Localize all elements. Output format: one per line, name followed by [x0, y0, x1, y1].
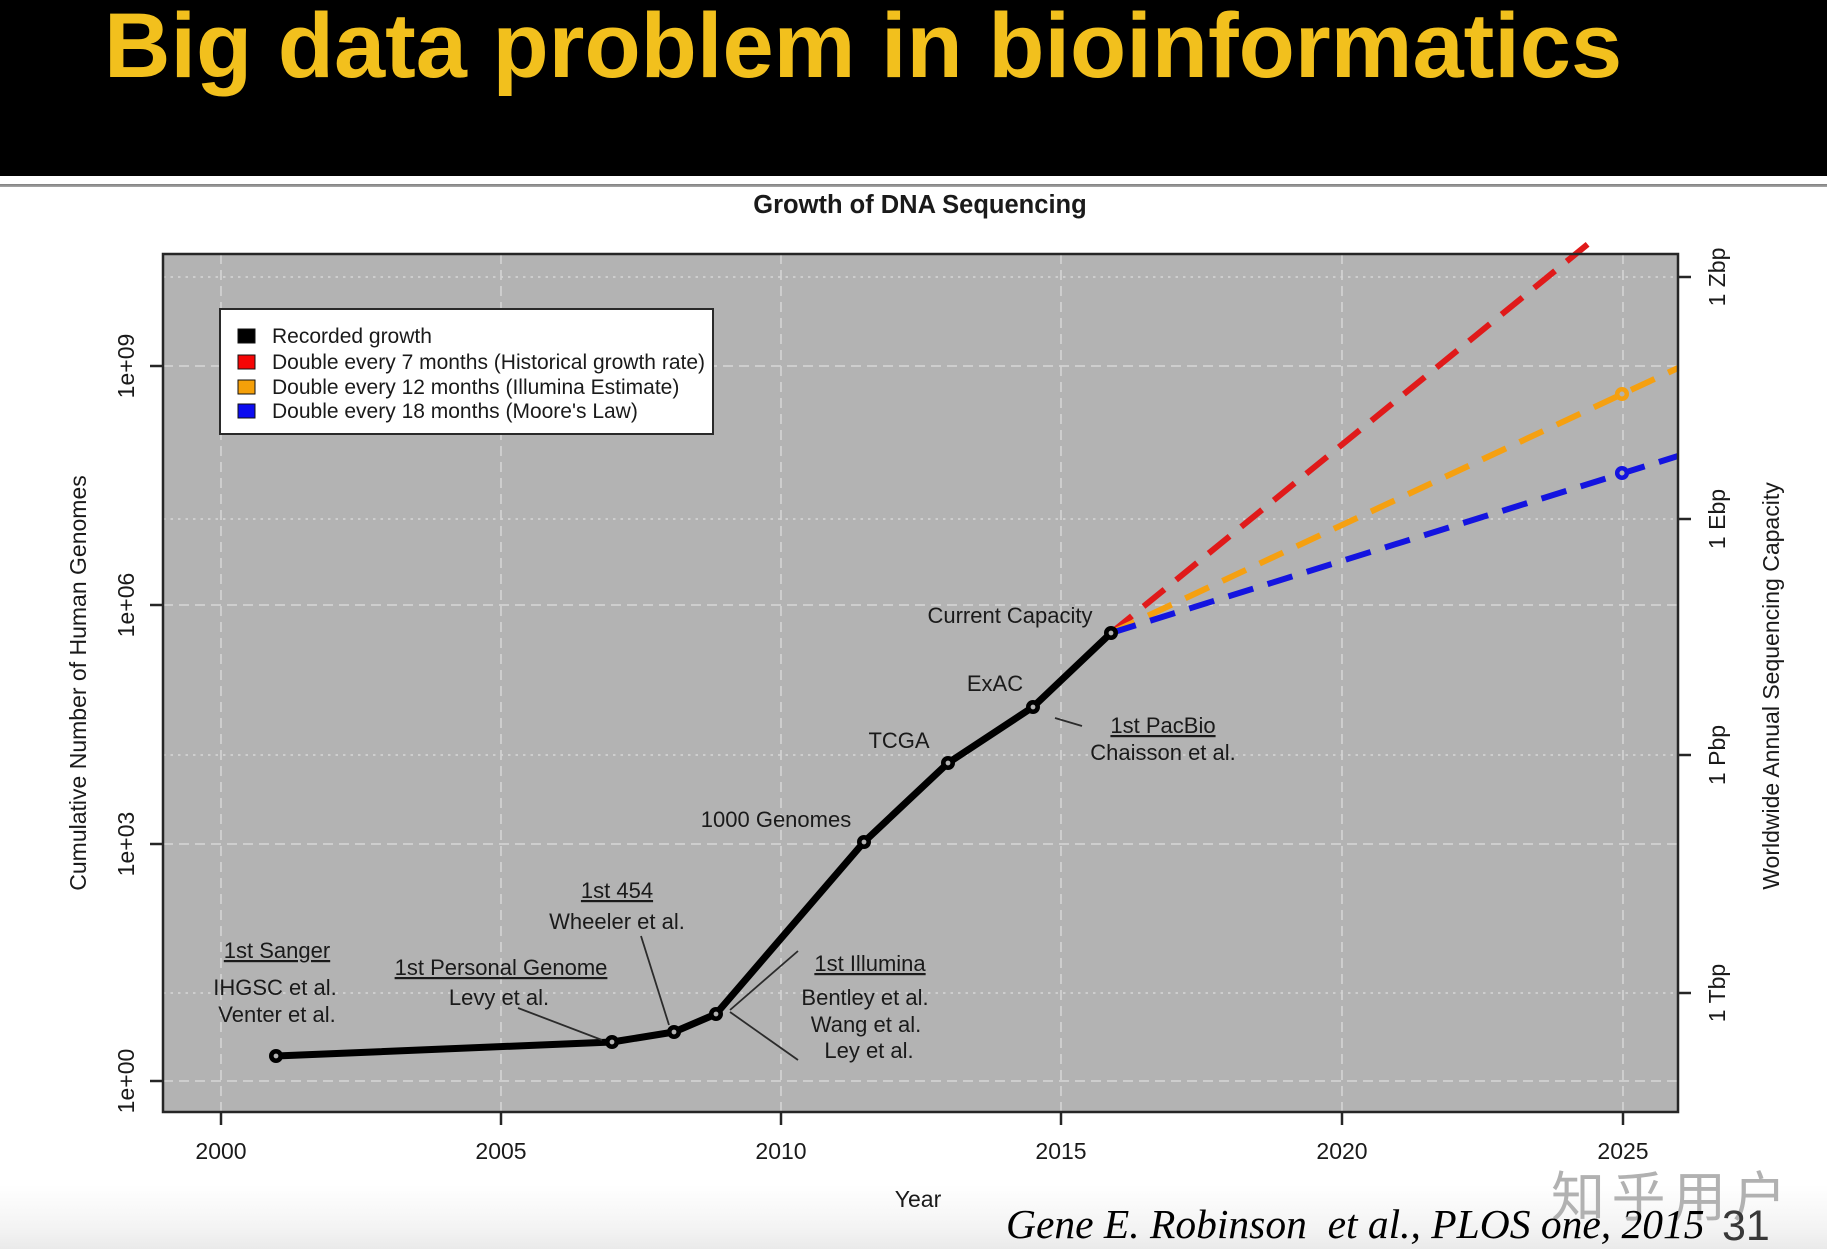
svg-text:Recorded growth: Recorded growth [272, 325, 432, 348]
svg-text:Venter et al.: Venter et al. [218, 1002, 335, 1027]
svg-text:1e+09: 1e+09 [113, 334, 139, 399]
svg-text:1000 Genomes: 1000 Genomes [701, 807, 851, 832]
svg-text:TCGA: TCGA [868, 728, 929, 753]
svg-text:IHGSC et al.: IHGSC et al. [213, 975, 336, 1000]
svg-text:1st 454: 1st 454 [581, 878, 653, 903]
svg-text:Growth of DNA Sequencing: Growth of DNA Sequencing [753, 191, 1086, 219]
svg-text:2015: 2015 [1035, 1138, 1086, 1164]
svg-text:2020: 2020 [1316, 1138, 1367, 1164]
svg-text:Ley et al.: Ley et al. [824, 1038, 913, 1063]
svg-text:1st Sanger: 1st Sanger [224, 938, 330, 963]
svg-text:1e+00: 1e+00 [113, 1049, 139, 1114]
svg-text:1st Illumina: 1st Illumina [814, 951, 926, 976]
svg-text:2025: 2025 [1597, 1138, 1648, 1164]
svg-text:Double every 18 months (Moore': Double every 18 months (Moore's Law) [272, 400, 638, 423]
svg-text:1 Ebp: 1 Ebp [1704, 489, 1730, 549]
svg-text:Levy et al.: Levy et al. [449, 985, 549, 1010]
svg-text:2010: 2010 [755, 1138, 806, 1164]
svg-text:Wang et al.: Wang et al. [811, 1012, 921, 1037]
svg-text:1 Pbp: 1 Pbp [1704, 725, 1730, 785]
svg-text:2005: 2005 [475, 1138, 526, 1164]
svg-text:Cumulative Number of Human Gen: Cumulative Number of Human Genomes [65, 475, 91, 890]
svg-text:Double every 12 months (Illumi: Double every 12 months (Illumina Estimat… [272, 376, 679, 399]
svg-text:1 Tbp: 1 Tbp [1704, 964, 1730, 1022]
svg-text:Chaisson et al.: Chaisson et al. [1090, 740, 1236, 765]
svg-text:ExAC: ExAC [967, 671, 1023, 696]
svg-text:Double every 7 months (Histori: Double every 7 months (Historical growth… [272, 351, 705, 374]
svg-text:1e+06: 1e+06 [113, 573, 139, 638]
svg-text:1st PacBio: 1st PacBio [1110, 713, 1215, 738]
svg-text:1 Zbp: 1 Zbp [1704, 248, 1730, 307]
svg-text:1e+03: 1e+03 [113, 812, 139, 877]
svg-text:Bentley et al.: Bentley et al. [801, 985, 928, 1010]
svg-text:1st Personal Genome: 1st Personal Genome [395, 955, 608, 980]
svg-text:Wheeler et al.: Wheeler et al. [549, 909, 685, 934]
svg-text:2000: 2000 [195, 1138, 246, 1164]
svg-text:Worldwide Annual Sequencing Ca: Worldwide Annual Sequencing Capacity [1758, 482, 1784, 890]
svg-text:Current Capacity: Current Capacity [927, 603, 1092, 628]
svg-text:Year: Year [895, 1186, 942, 1212]
